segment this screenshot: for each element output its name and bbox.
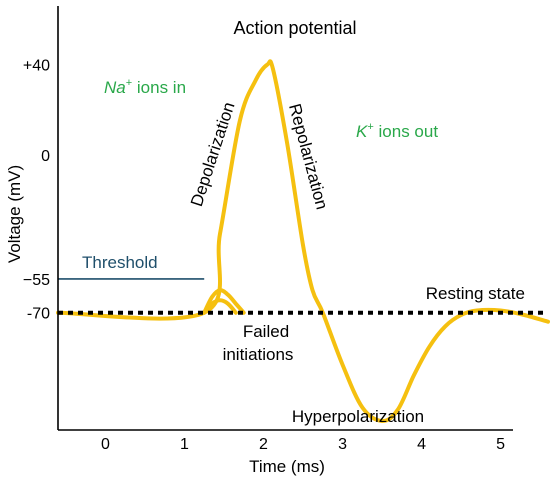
k-ion-charge: +	[367, 121, 373, 133]
chart-title: Action potential	[233, 18, 356, 38]
x-tick-label: 4	[417, 436, 426, 453]
y-tick-label: +40	[23, 58, 50, 75]
depolarization-label: Depolarization	[187, 100, 239, 209]
failed-initiation-curve-2	[202, 298, 238, 315]
action-potential-curve	[56, 59, 550, 424]
x-tick-label: 1	[180, 436, 189, 453]
hyperpolarization-label: Hyperpolarization	[292, 407, 424, 426]
y-tick-label: −55	[23, 272, 50, 289]
threshold-label: Threshold	[82, 253, 158, 272]
k-ions-label: K+ ions out	[356, 121, 438, 141]
na-ion-symbol: Na	[104, 78, 126, 97]
na-ion-text: ions in	[132, 78, 186, 97]
resting-state-label: Resting state	[426, 284, 525, 303]
y-axis-label: Voltage (mV)	[5, 165, 24, 263]
x-tick-label: 5	[496, 436, 505, 453]
failed-initiations-line1: Failed	[243, 322, 289, 341]
na-ions-label: Na+ ions in	[104, 77, 186, 97]
x-tick-label: 0	[101, 436, 110, 453]
x-tick-labels: 0 1 2 3 4 5	[101, 436, 505, 453]
na-ion-charge: +	[126, 77, 132, 89]
x-tick-label: 3	[338, 436, 347, 453]
x-tick-label: 2	[259, 436, 268, 453]
curve-layer	[56, 59, 550, 424]
repolarization-label: Repolarization	[285, 102, 331, 212]
failed-initiation-curve-1	[202, 288, 246, 315]
x-axis-label: Time (ms)	[249, 457, 325, 476]
y-tick-label: -70	[27, 306, 50, 323]
k-ion-symbol: K	[356, 122, 368, 141]
k-ion-text: ions out	[374, 122, 439, 141]
y-tick-labels: +40 0 −55 -70	[23, 58, 50, 323]
failed-initiations-line2: initiations	[223, 345, 294, 364]
y-tick-label: 0	[41, 148, 50, 165]
